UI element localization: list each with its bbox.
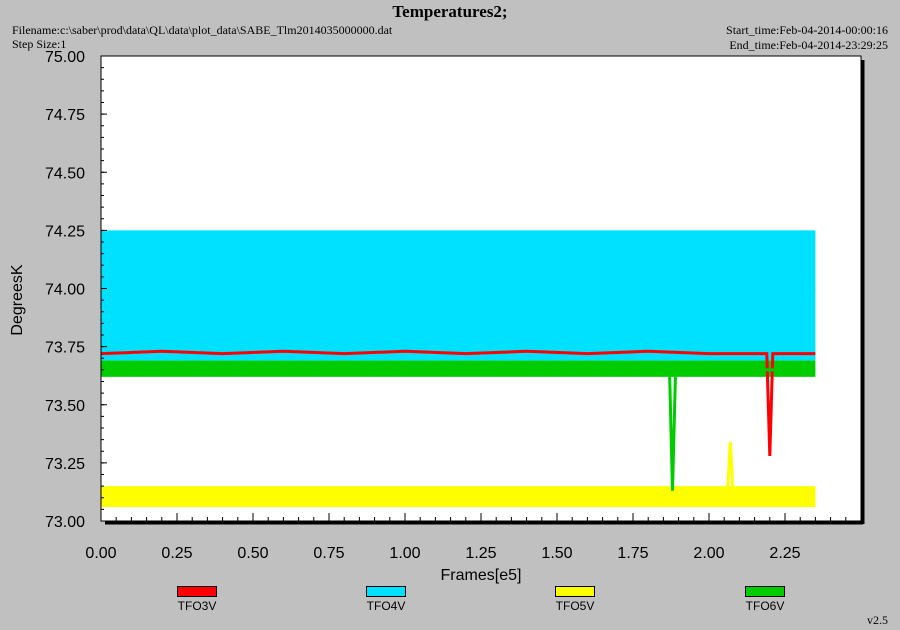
y-axis-label: DegreesK bbox=[9, 264, 26, 335]
legend-swatch bbox=[745, 586, 785, 597]
legend-item-tfo5v: TFO5V bbox=[535, 586, 615, 613]
series-line-tfo3v bbox=[100, 349, 816, 456]
y-tick-label: 73.00 bbox=[45, 514, 85, 531]
end-time-label: End_time:Feb-04-2014-23:29:25 bbox=[729, 38, 888, 52]
chart-title: Temperatures2; bbox=[392, 2, 508, 21]
legend-label: TFO4V bbox=[366, 599, 406, 613]
x-tick-label: 2.25 bbox=[769, 545, 800, 562]
legend-item-tfo6v: TFO6V bbox=[725, 586, 805, 613]
y-tick-label: 73.75 bbox=[45, 340, 85, 357]
legend-item-tfo3v: TFO3V bbox=[157, 586, 237, 613]
series-line-tfo6v bbox=[100, 366, 816, 491]
legend-swatch bbox=[177, 586, 217, 597]
x-tick-label: 0.25 bbox=[161, 545, 192, 562]
x-tick-label: 1.25 bbox=[465, 545, 496, 562]
y-tick-label: 75.00 bbox=[45, 49, 85, 66]
filename-label: Filename:c:\saber\prod\data\QL\data\plot… bbox=[12, 23, 393, 37]
y-tick-label: 74.75 bbox=[45, 107, 85, 124]
band-tfo4v bbox=[101, 230, 816, 361]
x-tick-label: 0.75 bbox=[313, 545, 344, 562]
band-tfo5v bbox=[101, 486, 816, 508]
series-line-tfo4v bbox=[100, 282, 816, 295]
version-label: v2.5 bbox=[867, 613, 888, 627]
legend-label: TFO3V bbox=[177, 599, 217, 613]
legend-swatch bbox=[366, 586, 406, 597]
x-tick-label: 1.75 bbox=[617, 545, 648, 562]
x-tick-label: 0.50 bbox=[237, 545, 268, 562]
x-tick-label: 1.00 bbox=[389, 545, 420, 562]
y-tick-label: 74.00 bbox=[45, 282, 85, 299]
y-tick-label: 73.50 bbox=[45, 398, 85, 415]
step-size-label: Step Size:1 bbox=[12, 37, 67, 51]
series-line-tfo5v bbox=[100, 441, 816, 502]
x-axis-label: Frames[e5] bbox=[441, 567, 522, 584]
x-tick-label: 1.50 bbox=[541, 545, 572, 562]
y-tick-label: 74.25 bbox=[45, 223, 85, 240]
start-time-label: Start_time:Feb-04-2014-00:00:16 bbox=[726, 23, 888, 37]
legend-label: TFO6V bbox=[745, 599, 785, 613]
y-tick-label: 73.25 bbox=[45, 456, 85, 473]
x-tick-label: 0.00 bbox=[85, 545, 116, 562]
y-tick-label: 74.50 bbox=[45, 165, 85, 182]
legend-swatch bbox=[555, 586, 595, 597]
legend-label: TFO5V bbox=[555, 599, 595, 613]
legend-item-tfo4v: TFO4V bbox=[346, 586, 426, 613]
x-tick-label: 2.00 bbox=[693, 545, 724, 562]
